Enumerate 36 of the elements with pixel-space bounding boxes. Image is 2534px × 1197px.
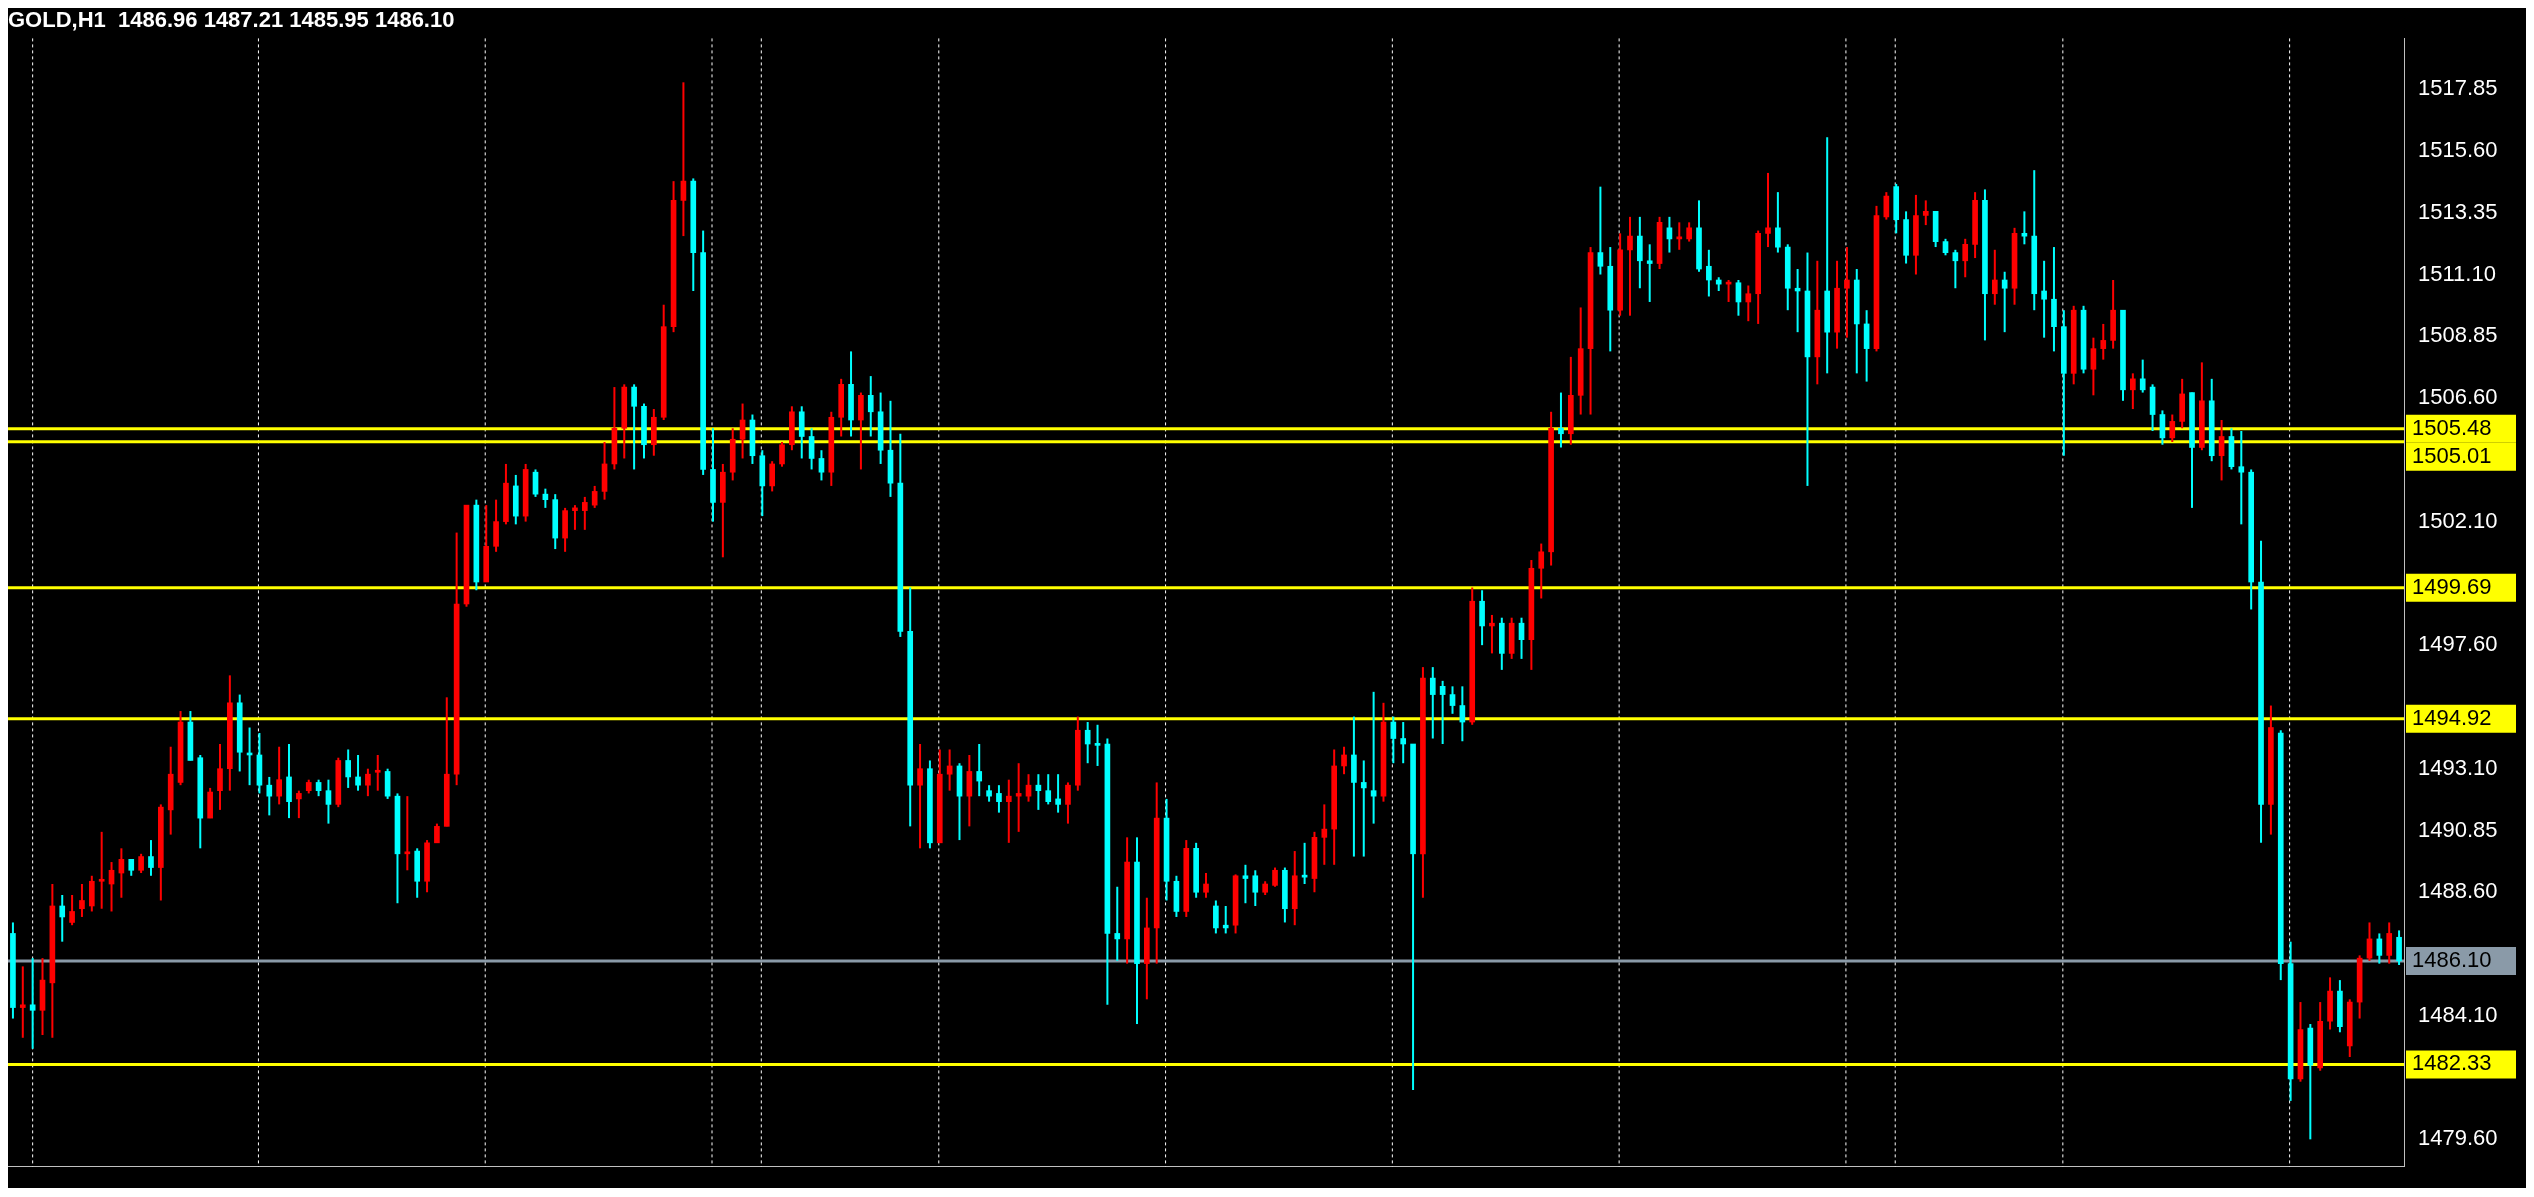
y-tick-label: 1488.60 bbox=[2418, 878, 2498, 904]
y-tick-label: 1508.85 bbox=[2418, 322, 2498, 348]
y-tick-label: 1502.10 bbox=[2418, 507, 2498, 533]
chart-title: GOLD,H1 1486.96 1487.21 1485.95 1486.10 bbox=[8, 7, 455, 33]
candlestick bbox=[98, 831, 105, 909]
y-tick-label: 1515.60 bbox=[2418, 137, 2498, 163]
candlestick bbox=[1005, 779, 1012, 843]
candlestick bbox=[2238, 431, 2245, 525]
candlestick bbox=[1676, 222, 1683, 250]
ref-line-label: 1499.69 bbox=[2412, 573, 2492, 599]
candlestick bbox=[1360, 760, 1367, 857]
candlestick bbox=[1114, 886, 1121, 961]
candlestick bbox=[1765, 172, 1771, 248]
ref-line-label: 1486.10 bbox=[2412, 946, 2492, 972]
candlestick bbox=[572, 505, 578, 530]
y-tick-label: 1517.85 bbox=[2418, 75, 2498, 101]
y-tick-label: 1497.60 bbox=[2418, 631, 2498, 657]
ref-line-label: 1494.92 bbox=[2412, 704, 2492, 730]
y-tick-label: 1513.35 bbox=[2418, 198, 2498, 224]
candlestick bbox=[1646, 244, 1653, 302]
candlestick bbox=[404, 796, 411, 871]
candlestick bbox=[1844, 247, 1850, 338]
y-tick-label: 1490.85 bbox=[2418, 816, 2498, 842]
candlestick bbox=[374, 754, 381, 791]
y-tick-label: 1479.60 bbox=[2418, 1125, 2498, 1151]
ref-line-label: 1482.33 bbox=[2412, 1050, 2492, 1076]
candlestick bbox=[1094, 724, 1101, 766]
y-tick-label: 1506.60 bbox=[2418, 384, 2498, 410]
candlestick bbox=[29, 958, 36, 1049]
candlestick bbox=[1489, 614, 1495, 654]
y-tick-label: 1484.10 bbox=[2418, 1001, 2498, 1027]
y-tick-label: 1493.10 bbox=[2418, 754, 2498, 780]
ref-line-label: 1505.01 bbox=[2412, 442, 2492, 468]
y-tick-label: 1511.10 bbox=[2418, 260, 2496, 286]
ref-line-label: 1505.48 bbox=[2412, 414, 2492, 440]
candlestick bbox=[19, 966, 26, 1038]
